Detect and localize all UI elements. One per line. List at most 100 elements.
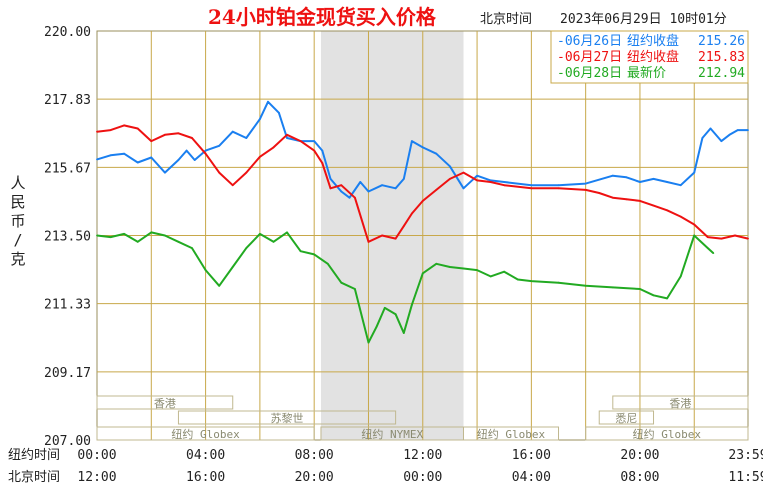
data-point bbox=[462, 171, 465, 174]
data-point bbox=[584, 284, 587, 287]
session-box bbox=[96, 426, 315, 441]
data-point bbox=[652, 294, 655, 297]
data-point bbox=[231, 184, 234, 187]
data-point bbox=[245, 137, 248, 139]
timestamp: 2023年06月29日 10时01分 bbox=[560, 12, 727, 27]
data-point bbox=[652, 204, 655, 207]
data-point bbox=[150, 156, 153, 159]
data-point bbox=[340, 281, 343, 284]
data-point bbox=[666, 297, 668, 300]
data-point bbox=[666, 181, 668, 183]
data-point bbox=[204, 152, 207, 155]
series-line bbox=[96, 100, 748, 199]
data-point bbox=[736, 129, 739, 132]
data-point bbox=[449, 178, 451, 180]
data-point bbox=[611, 196, 614, 199]
data-point bbox=[503, 181, 506, 183]
session-label: 纽约 Globex bbox=[477, 427, 546, 441]
data-point bbox=[313, 253, 316, 256]
legend-date: -06月28日 bbox=[557, 66, 622, 81]
data-point bbox=[679, 275, 682, 278]
x-tick-label: 16:00 bbox=[512, 448, 551, 463]
data-point bbox=[136, 161, 139, 164]
data-point bbox=[557, 184, 560, 187]
data-point bbox=[421, 272, 424, 275]
y-tick-label: 207.00 bbox=[44, 434, 91, 449]
data-point bbox=[329, 187, 332, 190]
data-point bbox=[359, 181, 362, 183]
data-point bbox=[693, 234, 696, 237]
data-point bbox=[340, 190, 343, 193]
data-point bbox=[557, 281, 560, 284]
session-label: 纽约 NYMEX bbox=[361, 427, 423, 441]
y-tick-label: 220.00 bbox=[44, 25, 91, 40]
data-point bbox=[584, 182, 587, 185]
legend-value: 212.94 bbox=[698, 66, 745, 81]
data-point bbox=[435, 189, 438, 191]
data-point bbox=[150, 140, 153, 143]
legend-box bbox=[550, 30, 749, 84]
data-point bbox=[679, 184, 682, 187]
data-point bbox=[449, 165, 451, 168]
x-tick-label: 08:00 bbox=[620, 470, 659, 485]
data-point bbox=[611, 174, 614, 177]
data-point bbox=[411, 140, 413, 143]
data-point bbox=[299, 140, 302, 143]
y-tick-label: 211.33 bbox=[44, 298, 91, 313]
data-point bbox=[259, 233, 261, 235]
data-point bbox=[693, 223, 696, 226]
data-point bbox=[136, 127, 139, 130]
data-point bbox=[435, 262, 438, 265]
x-tick-label: 12:00 bbox=[77, 470, 116, 485]
data-point bbox=[164, 171, 166, 174]
data-point bbox=[381, 234, 383, 237]
data-point bbox=[734, 234, 736, 237]
data-point bbox=[747, 129, 749, 132]
data-point bbox=[367, 240, 370, 243]
data-point bbox=[123, 233, 125, 235]
data-point bbox=[150, 231, 153, 234]
x-tick-label: 00:00 bbox=[403, 470, 442, 485]
data-point bbox=[503, 184, 506, 187]
data-point bbox=[476, 179, 478, 182]
data-point bbox=[706, 247, 709, 250]
data-point bbox=[123, 124, 125, 127]
data-point bbox=[354, 288, 356, 290]
data-point bbox=[193, 159, 196, 161]
data-point bbox=[584, 189, 587, 191]
data-point bbox=[394, 187, 397, 190]
legend-label: 纽约收盘 bbox=[627, 49, 679, 65]
y-tick-label: 213.50 bbox=[44, 230, 91, 245]
data-point bbox=[259, 155, 261, 158]
data-point bbox=[530, 280, 533, 282]
session-label: 香港 bbox=[669, 397, 691, 410]
x-row-label: 纽约时间 bbox=[8, 448, 60, 463]
data-point bbox=[299, 250, 302, 253]
legend-label: 最新价 bbox=[627, 65, 666, 81]
x-tick-label: 00:00 bbox=[77, 448, 116, 463]
data-point bbox=[411, 212, 413, 215]
data-point bbox=[489, 179, 492, 182]
session-box bbox=[598, 410, 655, 425]
session-box bbox=[96, 395, 234, 410]
session-label: 悉尼 bbox=[615, 412, 637, 425]
data-point bbox=[435, 152, 438, 155]
data-point bbox=[639, 181, 641, 183]
data-point bbox=[191, 247, 193, 250]
data-point bbox=[164, 133, 166, 136]
data-point bbox=[96, 234, 98, 237]
data-point bbox=[375, 325, 378, 328]
data-point bbox=[625, 176, 628, 179]
data-point bbox=[421, 146, 424, 149]
data-point bbox=[123, 152, 125, 155]
data-point bbox=[706, 236, 709, 239]
data-point bbox=[185, 149, 188, 152]
data-point bbox=[747, 237, 749, 240]
data-point bbox=[598, 192, 601, 194]
data-point bbox=[557, 187, 560, 190]
data-point bbox=[136, 240, 139, 243]
x-tick-label: 08:00 bbox=[295, 448, 334, 463]
data-point bbox=[639, 288, 641, 290]
data-point bbox=[313, 149, 316, 152]
x-tick-label: 04:00 bbox=[186, 448, 225, 463]
